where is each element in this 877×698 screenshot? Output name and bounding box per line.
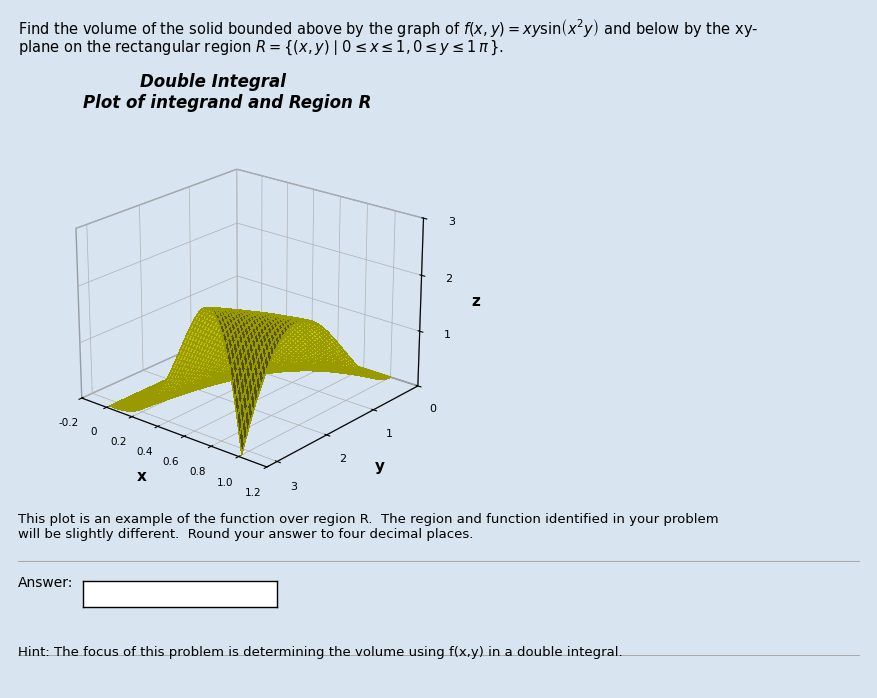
Text: Find the volume of the solid bounded above by the graph of $f(x,y) = xy\sin\!\le: Find the volume of the solid bounded abo… <box>18 17 757 40</box>
Text: Double Integral: Double Integral <box>140 73 286 91</box>
Y-axis label: y: y <box>374 459 384 474</box>
Text: Answer:: Answer: <box>18 576 73 590</box>
Text: plane on the rectangular region $R = \{(x,y)\mid 0{\leq}x{\leq}1, 0{\leq}y{\leq}: plane on the rectangular region $R = \{(… <box>18 38 503 57</box>
Text: This plot is an example of the function over region R.  The region and function : This plot is an example of the function … <box>18 513 717 541</box>
Text: Hint: The focus of this problem is determining the volume using f(x,y) in a doub: Hint: The focus of this problem is deter… <box>18 646 622 659</box>
Text: Plot of integrand and Region R: Plot of integrand and Region R <box>83 94 371 112</box>
X-axis label: x: x <box>137 468 146 484</box>
